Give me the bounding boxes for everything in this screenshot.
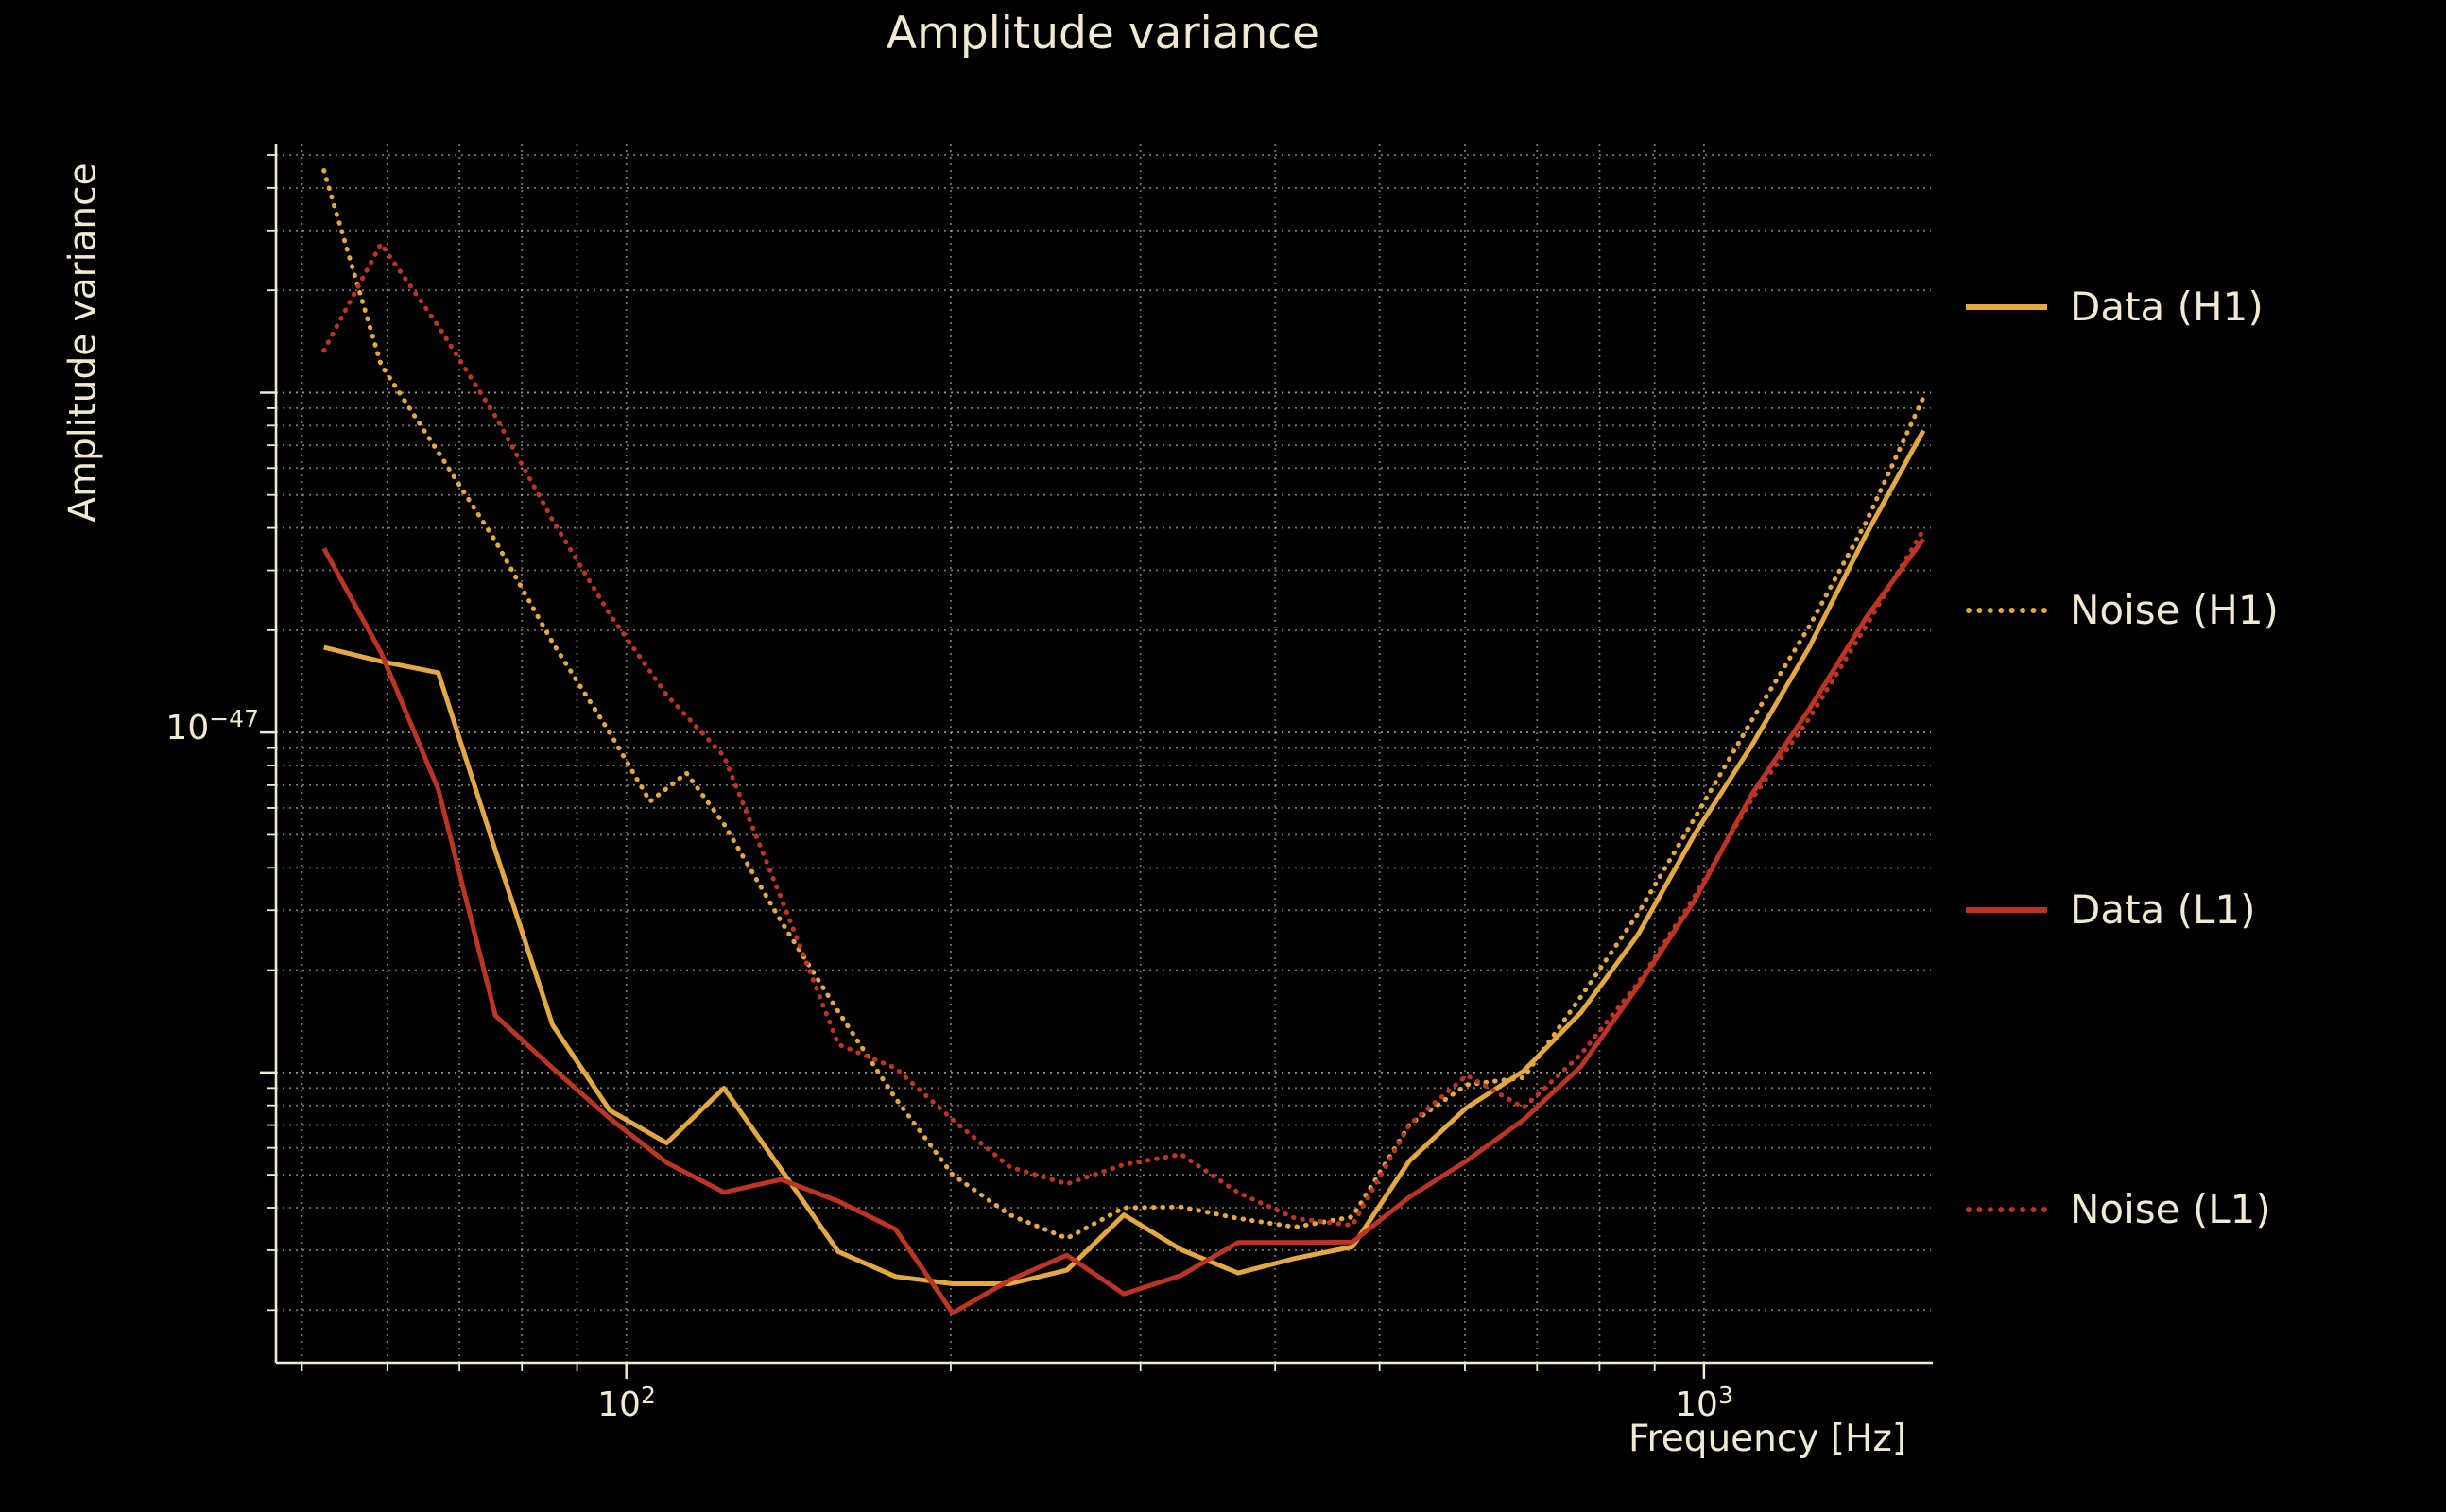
y-tick-base: 10 <box>165 709 210 747</box>
x-tick-label-1000: 103 <box>1610 1382 1799 1424</box>
x-tick-label-100: 102 <box>532 1382 721 1424</box>
legend-label: Noise (L1) <box>2070 1186 2271 1232</box>
chart-title: Amplitude variance <box>886 8 1320 60</box>
legend-swatch <box>1966 607 2047 613</box>
x-axis-label: Frequency [Hz] <box>1628 1418 1907 1460</box>
x-tick-exponent: 2 <box>640 1382 656 1409</box>
legend-swatch <box>1966 906 2047 913</box>
legend-swatch <box>1966 303 2047 310</box>
y-axis-label: Amplitude variance <box>61 163 105 523</box>
legend-label: Noise (H1) <box>2070 587 2279 633</box>
legend-item-data-l1: Data (L1) <box>1966 886 2256 933</box>
legend-item-noise-h1: Noise (H1) <box>1966 587 2279 633</box>
legend-label: Data (H1) <box>2070 284 2264 330</box>
legend-item-data-h1: Data (H1) <box>1966 284 2264 330</box>
legend-swatch <box>1966 1206 2047 1212</box>
x-tick-exponent: 3 <box>1717 1382 1733 1409</box>
y-tick-label-1e-47: 10−47 <box>0 705 259 747</box>
y-tick-exponent: −47 <box>209 705 259 732</box>
x-tick-base: 10 <box>1675 1385 1718 1424</box>
legend-item-noise-l1: Noise (L1) <box>1966 1186 2271 1232</box>
x-tick-base: 10 <box>597 1385 641 1424</box>
legend-label: Data (L1) <box>2070 886 2256 933</box>
